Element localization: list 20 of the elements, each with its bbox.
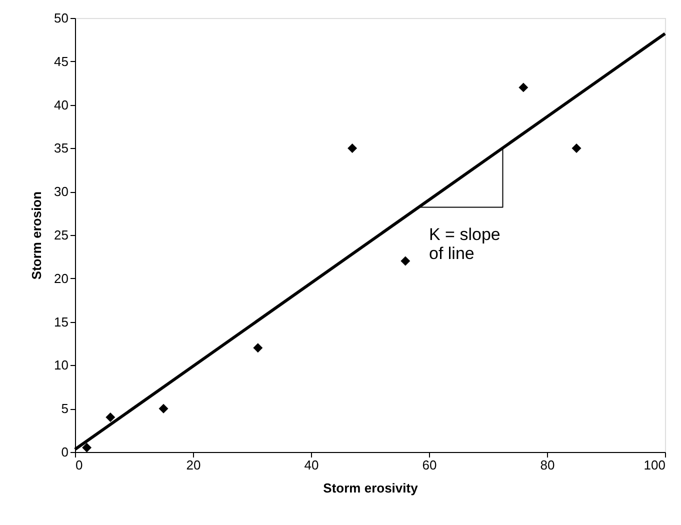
y-tick-label: 50 <box>54 10 68 26</box>
x-tick-label: 0 <box>76 458 83 472</box>
x-axis-title: Storm erosivity <box>323 480 419 496</box>
annotation: K = slope of line <box>429 225 500 263</box>
x-tick-label: 100 <box>644 458 666 472</box>
y-tick-label: 40 <box>54 97 68 112</box>
y-tick-label: 30 <box>54 184 68 200</box>
y-tick-label: 15 <box>54 314 68 330</box>
y-tick-label: 0 <box>61 444 68 460</box>
y-axis-title: Storm erosion <box>29 191 44 280</box>
y-tick-label: 25 <box>54 228 68 242</box>
y-tick-label: 20 <box>54 270 68 286</box>
y-tick-label: 45 <box>54 54 68 69</box>
x-tick-label: 80 <box>540 458 555 472</box>
y-tick-label: 35 <box>54 140 68 156</box>
y-tick-label: 10 <box>54 358 68 373</box>
x-tick-label: 60 <box>422 458 437 472</box>
y-tick-label: 5 <box>61 401 68 416</box>
x-tick-label: 20 <box>186 458 201 472</box>
x-tick-label: 40 <box>304 458 319 472</box>
